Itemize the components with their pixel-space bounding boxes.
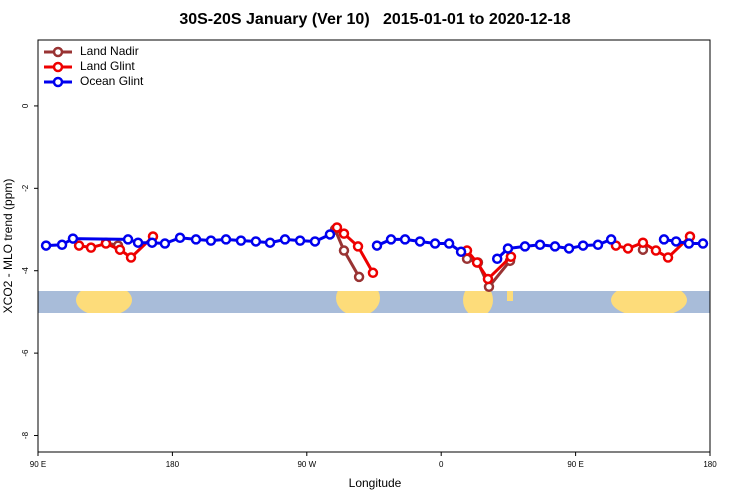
y-tick-label: -6	[21, 349, 30, 357]
point	[331, 222, 343, 233]
point	[563, 243, 575, 254]
x-tick-label: 0	[439, 460, 444, 469]
point	[505, 251, 517, 262]
land	[336, 291, 380, 313]
point	[637, 237, 649, 248]
y-tick-label: -4	[21, 267, 30, 275]
legend-label: Land Glint	[80, 59, 135, 73]
point	[371, 240, 383, 251]
point	[683, 238, 695, 249]
x-tick-label: 90 W	[297, 460, 316, 469]
point	[73, 240, 85, 251]
point	[429, 238, 441, 249]
point	[250, 236, 262, 247]
legend-label: Land Nadir	[80, 44, 139, 58]
land	[76, 291, 132, 313]
point	[577, 240, 589, 251]
y-axis-label: XCO2 - MLO trend (ppm)	[1, 179, 15, 314]
point	[190, 234, 202, 245]
point	[205, 235, 217, 246]
point	[352, 241, 364, 252]
map-strip	[38, 291, 710, 313]
point	[114, 244, 126, 255]
point	[132, 237, 144, 248]
point	[338, 228, 350, 239]
point	[622, 243, 634, 254]
point	[399, 234, 411, 245]
point	[174, 232, 186, 244]
point	[592, 239, 604, 251]
plot-frame	[37, 39, 711, 453]
point	[658, 234, 670, 245]
point	[414, 236, 426, 247]
point	[455, 246, 467, 258]
x-tick-label: 180	[703, 460, 717, 469]
point	[338, 245, 350, 256]
y-tick-label: 0	[21, 103, 30, 108]
land	[463, 291, 493, 313]
point	[67, 233, 79, 244]
point	[85, 242, 97, 253]
point	[662, 252, 674, 263]
point	[534, 239, 546, 251]
legend-marker	[52, 46, 64, 58]
x-axis-label: Longitude	[349, 476, 402, 490]
land	[507, 291, 513, 301]
legend-label: Ocean Glint	[80, 74, 144, 88]
point	[549, 241, 561, 252]
legend-marker	[52, 61, 64, 73]
point	[324, 229, 336, 240]
point	[650, 245, 662, 256]
point	[220, 234, 232, 245]
point	[146, 237, 158, 248]
x-tick-label: 180	[166, 460, 180, 469]
point	[235, 235, 247, 246]
y-tick-label: -8	[21, 431, 30, 439]
point	[605, 234, 617, 245]
point	[122, 234, 134, 245]
point	[159, 238, 171, 249]
point	[264, 237, 276, 248]
land	[611, 291, 687, 313]
legend-marker	[52, 76, 64, 88]
series-line	[78, 226, 692, 282]
point	[353, 271, 365, 283]
point	[471, 257, 483, 268]
point	[294, 235, 306, 246]
point	[125, 252, 137, 263]
x-tick-label: 90 E	[30, 460, 46, 469]
chart-title: 30S-20S January (Ver 10) 2015-01-01 to 2…	[179, 11, 570, 28]
point	[367, 267, 379, 279]
y-tick-label: -2	[21, 184, 30, 192]
point	[56, 239, 68, 251]
point	[100, 238, 112, 249]
point	[40, 240, 52, 251]
point	[670, 236, 682, 247]
point	[519, 241, 531, 252]
point	[697, 238, 709, 249]
point	[502, 243, 514, 254]
point	[279, 234, 291, 245]
x-tick-label: 90 E	[567, 460, 583, 469]
point	[385, 234, 397, 245]
point	[443, 238, 455, 249]
point	[309, 236, 321, 247]
point	[491, 253, 503, 265]
point	[482, 273, 494, 285]
